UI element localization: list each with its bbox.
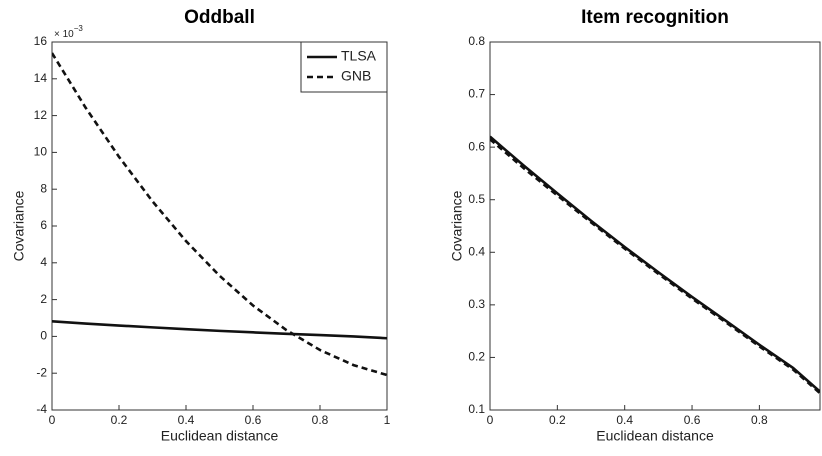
x-tick-label: 0.6	[684, 413, 701, 427]
multiplier-exponent: −3	[74, 24, 84, 33]
y-tick-label: -2	[36, 365, 47, 379]
y-tick-label: 10	[34, 145, 48, 159]
y-tick-label: 0.1	[468, 402, 485, 416]
series-line	[52, 320, 387, 340]
axes: -4 -2 0 2 4 6 8 10 12 14 16 0 0.2 0.4 0.6 0.8 1 Oddball Eu…	[11, 7, 391, 444]
plot-frame	[489, 41, 821, 411]
y-tick-label: 0.8	[468, 34, 485, 48]
y-tick-label: 0	[40, 329, 47, 343]
x-tick-label: 0.4	[178, 413, 195, 427]
legend-label: TLSA	[341, 48, 377, 64]
x-tick-label: 0.6	[245, 413, 262, 427]
chart-title: Oddball	[184, 7, 255, 28]
y-tick-label: 2	[40, 292, 47, 306]
y-tick-label: 0.3	[468, 297, 485, 311]
y-tick-label: 16	[34, 34, 48, 48]
axis-multiplier: × 10−3	[54, 24, 83, 40]
y-tick-label: 0.4	[468, 244, 485, 258]
plot-frame	[51, 41, 388, 411]
series-line	[52, 52, 387, 377]
x-tick-label: 1	[384, 413, 391, 427]
chart-title: Item recognition	[581, 7, 729, 28]
x-tick-label: 0.8	[751, 413, 768, 427]
y-axis-label: Covariance	[449, 190, 465, 261]
x-axis-label: Euclidean distance	[161, 428, 279, 444]
x-tick-label: 0	[487, 413, 494, 427]
series-line	[490, 138, 820, 395]
y-tick-label: 4	[40, 255, 47, 269]
x-tick-label: 0.2	[111, 413, 128, 427]
legend-label: GNB	[341, 68, 371, 84]
y-tick-label: 0.6	[468, 139, 485, 153]
legend-box	[300, 41, 388, 93]
y-tick-label: 12	[34, 108, 48, 122]
multiplier-base: × 10	[54, 29, 74, 40]
x-tick-label: 0.8	[312, 413, 329, 427]
axes: 0.1 0.2 0.3 0.4 0.5 0.6 0.7 0.8 0 0.2 0.4 0.6 0.8 Ite…	[449, 7, 821, 444]
legend: TLSA GNB	[300, 41, 388, 93]
x-axis-label: Euclidean distance	[596, 428, 714, 444]
y-tick-label: 6	[40, 218, 47, 232]
x-tick-label: 0	[49, 413, 56, 427]
y-tick-label: 0.5	[468, 192, 485, 206]
y-tick-label: 0.2	[468, 350, 485, 364]
x-tick-label: 0.2	[549, 413, 566, 427]
y-axis-label: Covariance	[11, 190, 27, 261]
y-tick-label: 14	[34, 71, 48, 85]
y-tick-label: 0.7	[468, 87, 485, 101]
x-tick-label: 0.4	[616, 413, 633, 427]
y-tick-label: -4	[36, 402, 47, 416]
y-tick-label: 8	[40, 181, 47, 195]
